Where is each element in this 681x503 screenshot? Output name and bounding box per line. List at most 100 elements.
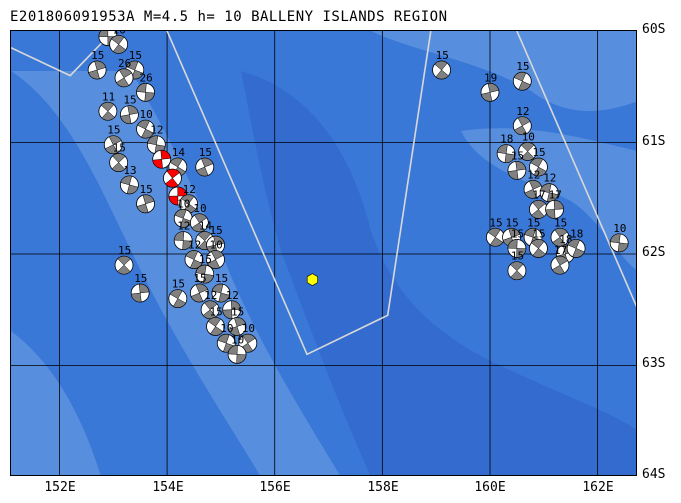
event-depth-label: 11: [102, 90, 115, 103]
focal-mechanism-beachball[interactable]: 15: [211, 272, 231, 303]
focal-mechanism-beachball[interactable]: 12: [539, 172, 559, 203]
focal-mechanism-beachball[interactable]: 15: [103, 124, 123, 155]
focal-mechanism-beachball[interactable]: 26: [114, 57, 134, 88]
focal-mechanism-beachball[interactable]: 15: [550, 216, 570, 247]
focal-mechanism-beachball[interactable]: 10: [109, 31, 129, 54]
focal-mechanism-beachball[interactable]: 15: [507, 149, 527, 180]
focal-mechanism-beachball[interactable]: 15: [136, 183, 155, 214]
focal-mechanism-beachball[interactable]: 12: [512, 105, 532, 136]
focal-mechanism-beachball[interactable]: 11: [98, 90, 118, 121]
graticule-grid: [11, 31, 636, 475]
focal-mechanism-beachball[interactable]: 15: [109, 142, 129, 172]
lon-label-152e: 152E: [44, 480, 76, 495]
focal-mechanism-beachball[interactable]: 15: [512, 60, 532, 91]
plate-boundary: [11, 31, 114, 77]
event-depth-label: 15: [231, 306, 244, 319]
plate-boundary: [166, 31, 432, 356]
focal-mechanism-beachball[interactable]: 15: [507, 227, 527, 258]
focal-mechanism-beachball[interactable]: 18: [566, 227, 586, 258]
focal-mechanism-beachball[interactable]: 15: [130, 272, 150, 303]
beachball-quadrant: [218, 292, 230, 303]
focal-mechanism-beachball[interactable]: 12: [523, 168, 543, 199]
focal-mechanism-beachball[interactable]: 15: [120, 94, 139, 125]
focal-mechanism-beachball[interactable]: 15: [227, 306, 247, 336]
beachball-quadrant: [231, 300, 241, 311]
beachball-quadrant: [136, 83, 147, 93]
focal-mechanism-beachball[interactable]: 10: [518, 130, 538, 161]
beachball-quadrant: [144, 92, 155, 102]
beachball-quadrant: [227, 345, 238, 355]
focal-mechanism-beachball[interactable]: 10: [609, 222, 629, 253]
event-depth-label: 17: [554, 244, 567, 257]
beachball-quadrant: [116, 77, 130, 88]
focal-mechanism-beachball[interactable]: 18: [496, 133, 516, 164]
focal-mechanism-beachball[interactable]: 17: [545, 188, 564, 219]
focal-mechanism-beachball[interactable]: 15: [432, 49, 451, 80]
event-depth-label: 10: [193, 202, 206, 215]
focal-mechanism-beachball[interactable]: 15: [206, 306, 225, 336]
focal-mechanism-beachball[interactable]: 12: [200, 289, 220, 320]
beachball-quadrant: [242, 333, 256, 344]
event-depth-label: 12: [226, 289, 239, 302]
focal-mechanism-beachball[interactable]: 15: [529, 146, 548, 177]
focal-mechanism-beachball[interactable]: [163, 168, 182, 188]
focal-mechanism-beachball[interactable]: 12: [184, 239, 204, 269]
focal-mechanism-beachball[interactable]: 17: [529, 188, 548, 219]
event-depth-label: 15: [123, 94, 136, 107]
beachball-quadrant: [108, 135, 122, 146]
focal-mechanism-beachball[interactable]: [152, 149, 172, 169]
event-depth-label: 12: [183, 183, 196, 196]
beachball-quadrant: [185, 250, 199, 260]
focal-mechanism-beachball[interactable]: 15: [529, 227, 548, 258]
event-depth-label: 15: [172, 278, 185, 291]
focal-mechanism-beachball[interactable]: 15: [195, 146, 215, 177]
focal-mechanism-beachball[interactable]: 15: [485, 216, 505, 247]
focal-mechanism-layer: 1510151526261115101512151415131215101012…: [87, 31, 629, 364]
beachball-quadrant: [174, 209, 187, 219]
focal-mechanism-beachball[interactable]: 10: [136, 108, 155, 139]
focal-mechanism-beachball[interactable]: 12: [179, 183, 199, 214]
focal-mechanism-beachball[interactable]: 13: [120, 164, 139, 195]
focal-mechanism-beachball[interactable]: 12: [146, 124, 166, 155]
focal-mechanism-beachball[interactable]: 12: [222, 289, 242, 320]
focal-mechanism-beachball[interactable]: 14: [168, 146, 188, 177]
event-depth-label: 12: [543, 172, 556, 185]
focal-mechanism-beachball[interactable]: 19: [480, 71, 500, 102]
beachball-quadrant: [147, 135, 159, 146]
epicenter-hexagon-icon: [306, 273, 318, 286]
focal-mechanism-beachball[interactable]: 12: [173, 220, 193, 251]
focal-mechanism-beachball[interactable]: 15: [87, 49, 107, 80]
event-depth-label: 17: [532, 188, 545, 201]
event-depth-label: 15: [134, 272, 147, 285]
focal-mechanism-beachball[interactable]: 15: [502, 216, 521, 247]
bathymetry-shallow-area: [371, 31, 636, 111]
focal-mechanism-beachball[interactable]: 15: [195, 253, 215, 284]
beachball-quadrant: [555, 255, 569, 266]
beachball-quadrant: [233, 317, 246, 327]
event-depth-label: 15: [215, 272, 228, 285]
focal-mechanism-beachball[interactable]: 10: [173, 197, 193, 228]
map-panel[interactable]: 1510151526261115101512151415131215101012…: [10, 30, 637, 476]
plate-boundary-lines: [11, 31, 636, 356]
event-depth-label: 15: [527, 216, 540, 229]
epicenter-marker[interactable]: [306, 273, 318, 286]
map-canvas[interactable]: 1510151526261115101512151415131215101012…: [11, 31, 637, 476]
lat-label-61s: 61S: [642, 134, 666, 149]
focal-mechanism-beachball[interactable]: 15: [507, 250, 527, 281]
focal-mechanism-beachball[interactable]: 15: [168, 278, 188, 309]
beachball-quadrant: [524, 188, 538, 199]
focal-mechanism-beachball[interactable]: 17: [550, 244, 570, 275]
focal-mechanism-beachball[interactable]: 15: [114, 244, 134, 275]
beachball-quadrant: [531, 209, 545, 219]
focal-mechanism-beachball[interactable]: 26: [136, 71, 155, 102]
focal-mechanism-beachball[interactable]: 10: [227, 333, 247, 364]
lat-label-62s: 62S: [642, 245, 666, 260]
event-depth-label: 10: [220, 322, 233, 335]
beachball-quadrant: [117, 264, 131, 275]
beachball-quadrant: [137, 119, 150, 130]
beachball-quadrant: [551, 264, 565, 275]
focal-mechanism-beachball[interactable]: 10: [189, 202, 209, 233]
beachball-quadrant: [94, 60, 107, 71]
focal-mechanism-beachball[interactable]: 10: [206, 239, 225, 269]
focal-mechanism-beachball[interactable]: 15: [189, 272, 209, 303]
